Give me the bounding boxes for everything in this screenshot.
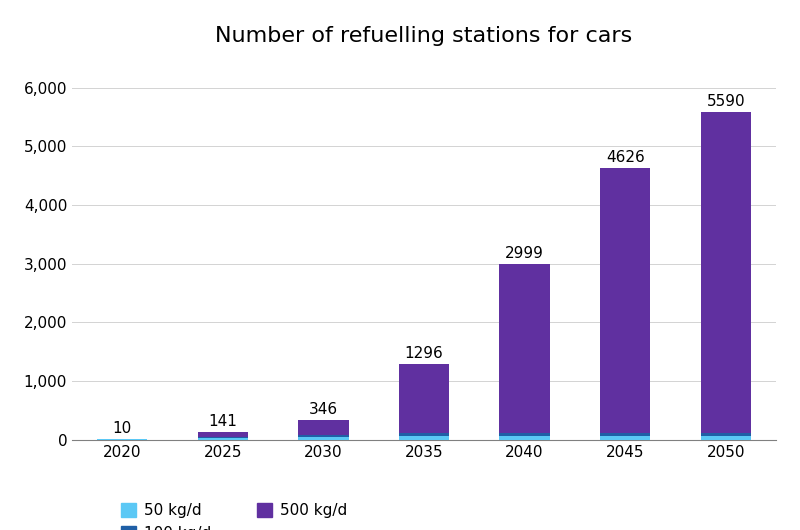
Bar <box>499 264 550 433</box>
Bar <box>198 437 248 438</box>
Bar <box>399 433 449 436</box>
Text: 346: 346 <box>309 402 338 417</box>
Bar <box>298 420 349 435</box>
Bar <box>399 436 449 440</box>
Bar <box>298 435 349 437</box>
Bar <box>198 431 248 437</box>
Legend: 50 kg/d, 100 kg/d, 500 kg/d: 50 kg/d, 100 kg/d, 500 kg/d <box>115 497 354 530</box>
Bar <box>399 364 449 433</box>
Bar <box>600 433 650 436</box>
Text: 5590: 5590 <box>706 94 745 109</box>
Bar <box>198 438 248 440</box>
Bar <box>701 433 751 436</box>
Text: 2999: 2999 <box>505 246 544 261</box>
Bar <box>600 436 650 440</box>
Text: 141: 141 <box>209 414 238 429</box>
Bar <box>499 433 550 436</box>
Text: 4626: 4626 <box>606 151 645 165</box>
Bar <box>600 169 650 433</box>
Bar <box>701 112 751 433</box>
Title: Number of refuelling stations for cars: Number of refuelling stations for cars <box>215 25 633 46</box>
Bar <box>499 436 550 440</box>
Text: 1296: 1296 <box>405 346 443 361</box>
Bar <box>701 436 751 440</box>
Bar <box>298 437 349 440</box>
Text: 10: 10 <box>113 421 132 436</box>
